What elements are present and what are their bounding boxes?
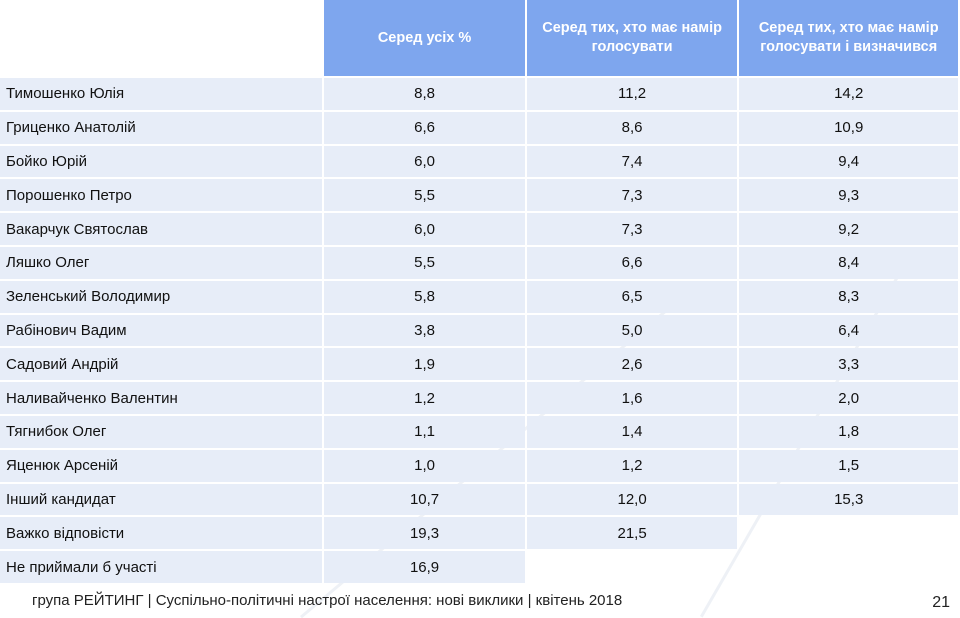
candidate-name: Тимошенко Юлія (0, 78, 323, 110)
value-decided: 1,8 (739, 415, 958, 448)
candidate-name: Порошенко Петро (0, 179, 323, 212)
value-voters: 21,5 (526, 517, 738, 550)
candidate-name: Важко відповісти (0, 517, 323, 550)
candidate-name: Гриценко Анатолій (0, 111, 323, 144)
candidate-name: Вакарчук Святослав (0, 213, 323, 245)
footer-text: група РЕЙТИНГ | Суспільно-політичні наст… (32, 592, 623, 609)
candidate-name: Не приймали б участі (0, 551, 323, 583)
empty-cell (527, 551, 738, 583)
poll-table: Серед усіх % Серед тих, хто має намір го… (0, 0, 958, 583)
header-decided: Серед тих, хто має намір голосувати і ви… (739, 0, 958, 76)
table-row: Зеленський Володимир 5,8 6,5 8,3 (0, 280, 958, 313)
candidate-name: Зеленський Володимир (0, 280, 323, 313)
value-all: 6,6 (324, 111, 525, 144)
page-number: 21 (932, 594, 950, 611)
header-all: Серед усіх % (324, 0, 525, 76)
table-row: Гриценко Анатолій 6,6 8,6 10,9 (0, 111, 958, 144)
value-decided: 8,3 (739, 280, 958, 313)
candidate-name: Тягнибок Олег (0, 415, 323, 448)
table-row: Порошенко Петро 5,5 7,3 9,3 (0, 179, 958, 212)
value-all: 6,0 (324, 145, 525, 178)
value-all: 16,9 (324, 551, 525, 583)
value-all: 3,8 (324, 314, 525, 347)
value-voters: 5,0 (526, 314, 738, 347)
value-all: 6,0 (324, 213, 525, 245)
empty-cell (739, 551, 958, 583)
table-row: Тягнибок Олег 1,1 1,4 1,8 (0, 415, 958, 448)
value-all: 10,7 (324, 483, 525, 516)
table-row: Не приймали б участі 16,9 (0, 551, 958, 583)
candidate-name: Бойко Юрій (0, 145, 323, 178)
candidate-name: Наливайченко Валентин (0, 382, 323, 414)
value-voters: 11,2 (526, 78, 738, 110)
empty-cell (739, 517, 958, 549)
table-row: Рабінович Вадим 3,8 5,0 6,4 (0, 314, 958, 347)
value-all: 5,5 (324, 179, 525, 212)
table-row: Наливайченко Валентин 1,2 1,6 2,0 (0, 382, 958, 414)
header-blank (0, 0, 322, 76)
value-voters: 2,6 (526, 348, 738, 381)
table-row: Важко відповісти 19,3 21,5 (0, 517, 958, 550)
candidate-name: Садовий Андрій (0, 348, 323, 381)
value-voters: 1,2 (526, 449, 738, 482)
candidate-name: Інший кандидат (0, 483, 323, 516)
value-all: 1,0 (324, 449, 525, 482)
table-row: Ляшко Олег 5,5 6,6 8,4 (0, 246, 958, 279)
value-all: 1,2 (324, 382, 525, 414)
value-decided: 6,4 (739, 314, 958, 347)
value-voters: 1,6 (526, 382, 738, 414)
candidate-name: Рабінович Вадим (0, 314, 323, 347)
value-all: 19,3 (324, 517, 525, 550)
table-row: Бойко Юрій 6,0 7,4 9,4 (0, 145, 958, 178)
value-voters: 6,5 (526, 280, 738, 313)
value-voters: 12,0 (526, 483, 738, 516)
value-all: 8,8 (324, 78, 525, 110)
value-all: 1,1 (324, 415, 525, 448)
value-decided: 14,2 (739, 78, 958, 110)
value-voters: 1,4 (526, 415, 738, 448)
table-row: Садовий Андрій 1,9 2,6 3,3 (0, 348, 958, 381)
value-decided: 10,9 (739, 111, 958, 144)
value-all: 5,8 (324, 280, 525, 313)
candidate-name: Ляшко Олег (0, 246, 323, 279)
value-all: 5,5 (324, 246, 525, 279)
value-decided: 3,3 (739, 348, 958, 381)
value-decided: 8,4 (739, 246, 958, 279)
table-row: Вакарчук Святослав 6,0 7,3 9,2 (0, 213, 958, 245)
candidate-name: Яценюк Арсеній (0, 449, 323, 482)
table-header-row: Серед усіх % Серед тих, хто має намір го… (0, 0, 958, 76)
value-voters: 6,6 (526, 246, 738, 279)
value-voters: 7,3 (526, 213, 738, 245)
value-voters: 8,6 (526, 111, 738, 144)
header-voters: Серед тих, хто має намір голосувати (526, 0, 738, 76)
value-decided: 15,3 (739, 483, 958, 516)
value-decided: 9,3 (739, 179, 958, 212)
value-decided: 2,0 (739, 382, 958, 414)
value-decided: 9,2 (739, 213, 958, 245)
value-voters: 7,4 (526, 145, 738, 178)
table-row: Інший кандидат 10,7 12,0 15,3 (0, 483, 958, 516)
value-decided: 1,5 (739, 449, 958, 482)
table-row: Яценюк Арсеній 1,0 1,2 1,5 (0, 449, 958, 482)
value-voters: 7,3 (526, 179, 738, 212)
value-all: 1,9 (324, 348, 525, 381)
table-row: Тимошенко Юлія 8,8 11,2 14,2 (0, 78, 958, 110)
value-decided: 9,4 (739, 145, 958, 178)
